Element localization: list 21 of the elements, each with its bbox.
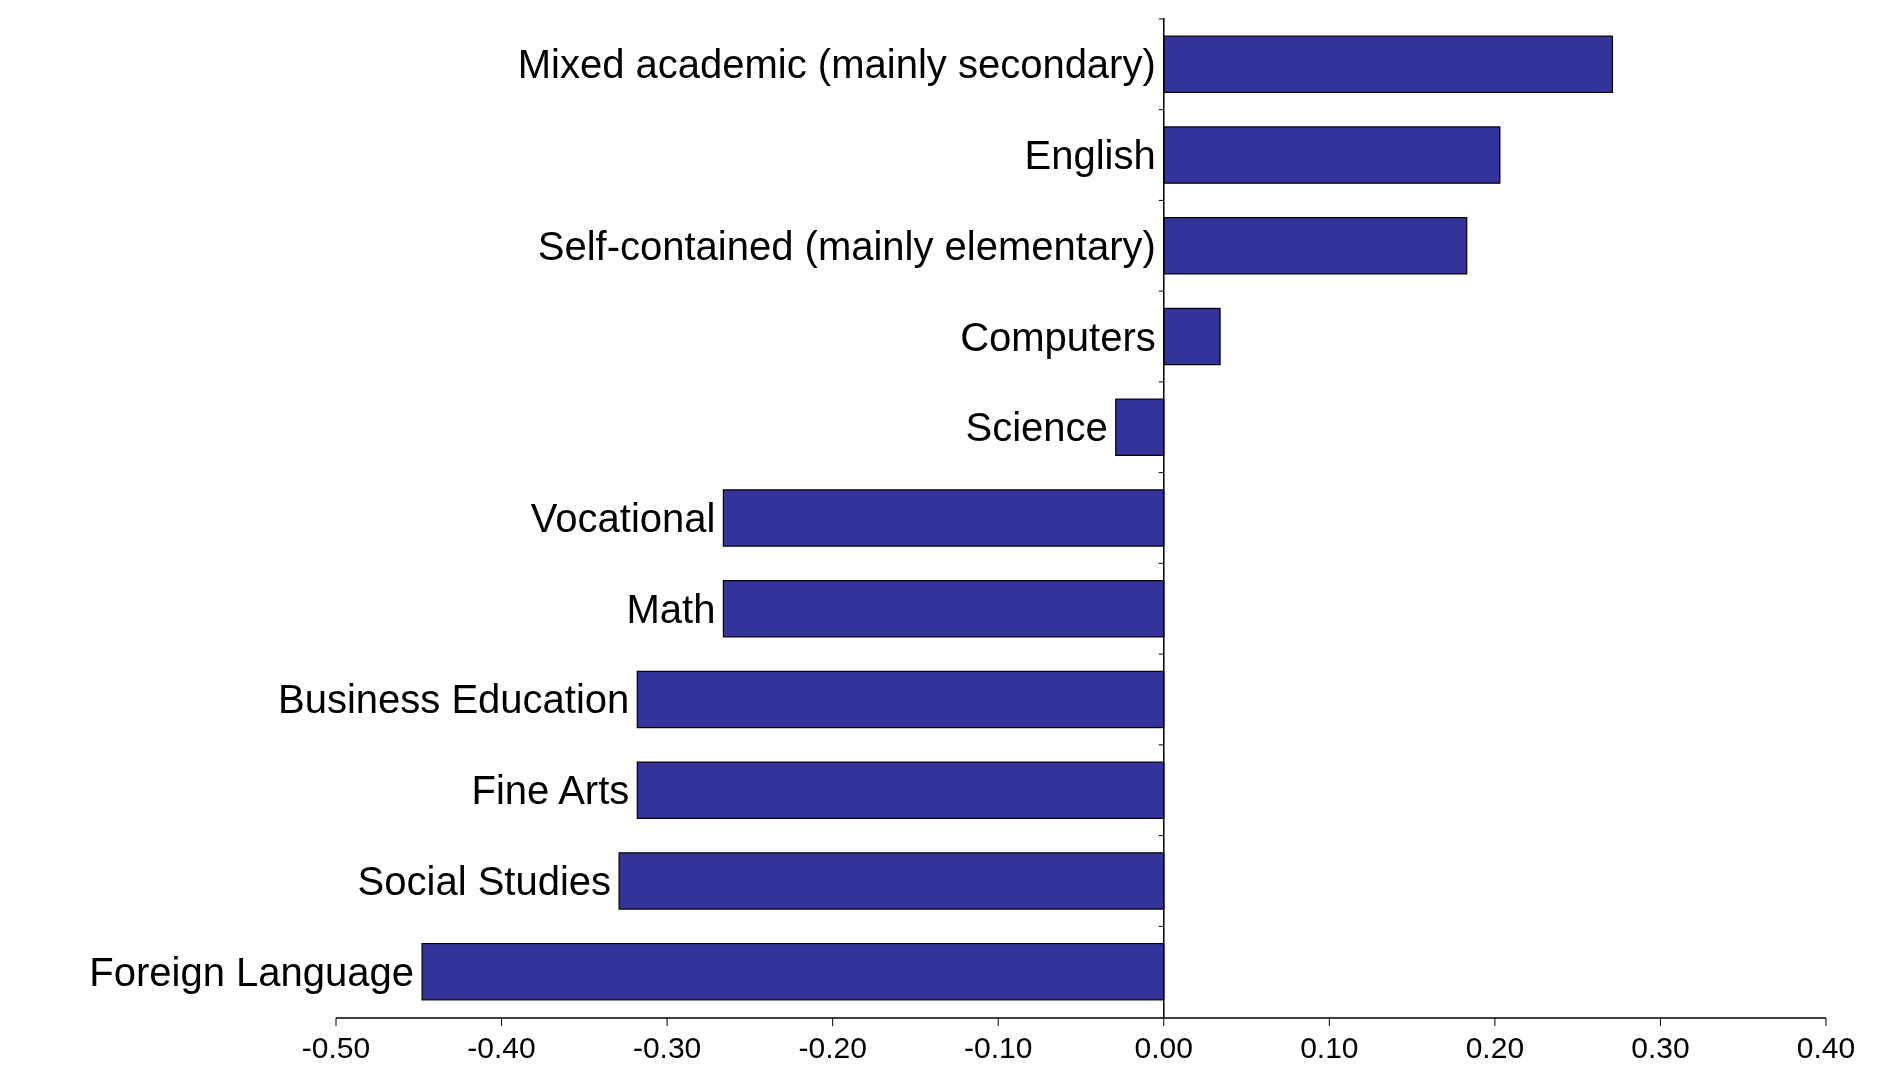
y-tick-label: Math [626, 586, 716, 631]
y-tick-label: English [1024, 133, 1156, 178]
x-tick-label: -0.30 [632, 1031, 702, 1064]
x-tick-label: 0.30 [1631, 1031, 1690, 1064]
y-tick-label: Science [965, 405, 1108, 450]
x-tick-label: 0.20 [1465, 1031, 1525, 1064]
y-tick-label: Foreign Language [89, 949, 415, 994]
y-tick-label: Computers [960, 314, 1156, 359]
y-tick-label: Fine Arts [471, 768, 630, 813]
y-tick-label: Self-contained (mainly elementary) [537, 223, 1156, 268]
y-tick-label: Social Studies [357, 858, 612, 903]
x-tick-label: -0.40 [467, 1031, 536, 1064]
x-tick-label: 0.00 [1134, 1031, 1193, 1064]
y-tick-label: Mixed academic (mainly secondary) [517, 42, 1156, 87]
x-tick-label: 0.40 [1796, 1031, 1856, 1064]
x-tick-label: 0.10 [1300, 1031, 1359, 1064]
y-tick-label: Business Education [277, 677, 630, 722]
x-tick-label: -0.20 [798, 1031, 867, 1064]
y-tick-label: Vocational [530, 496, 716, 540]
x-tick-label: -0.10 [964, 1031, 1033, 1064]
x-tick-label: -0.50 [301, 1031, 371, 1064]
